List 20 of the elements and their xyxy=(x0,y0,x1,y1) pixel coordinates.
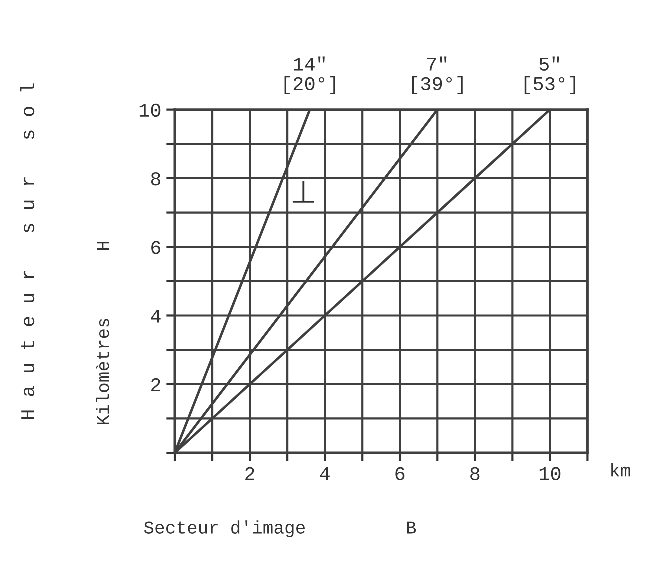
text: B xyxy=(407,522,416,534)
x-axis-title: Secteur d'image xyxy=(144,520,305,538)
series-label: 5" [53°] xyxy=(524,56,576,94)
y-tick-label: 6 xyxy=(152,241,161,254)
series-label: 14" [20°] xyxy=(284,56,336,94)
annotation: ⊥ xyxy=(292,182,314,203)
y-tick-label: 10 xyxy=(140,104,161,118)
x-tick-label: 10 xyxy=(540,467,561,480)
x-tick-label: 4 xyxy=(320,468,330,480)
x-tick-label: 8 xyxy=(470,467,480,480)
series-label: 7" [39°] xyxy=(412,56,463,94)
y-tick-label: 4 xyxy=(151,310,161,323)
x-tick-label: 6 xyxy=(396,467,405,480)
y-tick-label: 8 xyxy=(151,172,161,186)
x-tick-label: 2 xyxy=(246,467,254,480)
y-tick-label: 2 xyxy=(152,378,160,392)
text: km xyxy=(612,463,630,477)
text: Kilomètres xyxy=(96,319,110,425)
text: H a u t e u r s u r s o l xyxy=(20,84,35,420)
text: H xyxy=(97,242,110,250)
